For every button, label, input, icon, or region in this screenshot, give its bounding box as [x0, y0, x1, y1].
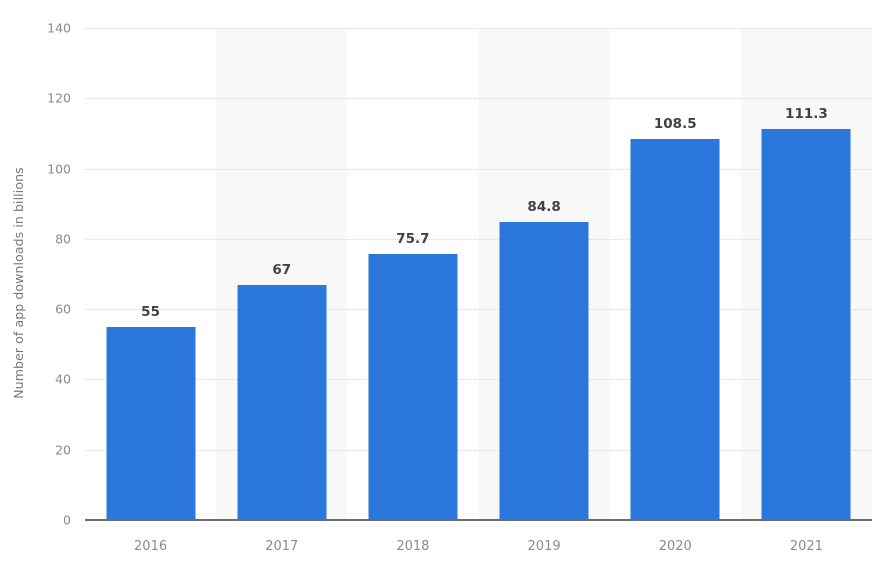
bar-group[interactable]: 84.8 2019 — [479, 28, 610, 554]
bar[interactable] — [368, 253, 458, 520]
x-tick-label: 2018 — [396, 539, 430, 554]
gridline — [85, 168, 872, 170]
y-tick-label: 20 — [55, 442, 71, 458]
bar-group[interactable]: 75.7 2018 — [347, 28, 478, 554]
gridline — [85, 309, 872, 311]
x-tick-label: 2019 — [527, 539, 561, 554]
bar-value-label: 84.8 — [527, 199, 561, 215]
x-tick-label: 2021 — [789, 539, 823, 554]
bar-group[interactable]: 111.3 2021 — [741, 28, 872, 554]
bar-value-label: 111.3 — [785, 105, 828, 122]
y-tick-label: 0 — [63, 512, 71, 528]
y-axis-title: Number of app downloads in billions — [10, 167, 26, 399]
bar-group[interactable]: 108.5 2020 — [610, 28, 741, 554]
bar[interactable] — [499, 222, 589, 520]
bar-value-label: 108.5 — [653, 115, 697, 132]
y-tick-label: 40 — [55, 371, 71, 387]
bar-group[interactable]: 67 2017 — [216, 28, 347, 554]
bar[interactable] — [630, 138, 720, 520]
y-tick-label: 80 — [55, 231, 71, 247]
bar[interactable] — [761, 128, 851, 520]
gridline — [85, 28, 872, 29]
gridline — [85, 379, 872, 381]
y-tick-label: 60 — [55, 301, 71, 317]
y-tick-label: 140 — [47, 20, 71, 36]
y-tick-label: 120 — [47, 90, 71, 106]
bar-value-label: 75.7 — [396, 230, 430, 247]
bar-value-label: 67 — [272, 261, 292, 278]
bar-value-label: 55 — [141, 303, 160, 320]
plot-area: 0 20 40 60 80 100 120 140 55 2016 67 2017 75.7 2018 8… — [47, 21, 872, 554]
bar-group[interactable]: 55 2016 — [85, 28, 216, 554]
y-tick-label: 100 — [47, 161, 71, 177]
x-tick-label: 2017 — [265, 539, 299, 554]
gridline — [85, 449, 872, 451]
gridline — [85, 98, 872, 100]
x-tick-label: 2020 — [658, 539, 692, 554]
bar[interactable] — [237, 284, 327, 520]
gridline — [85, 238, 872, 240]
x-axis-baseline — [85, 519, 872, 521]
x-tick-label: 2016 — [134, 539, 168, 554]
bar[interactable] — [106, 326, 196, 520]
